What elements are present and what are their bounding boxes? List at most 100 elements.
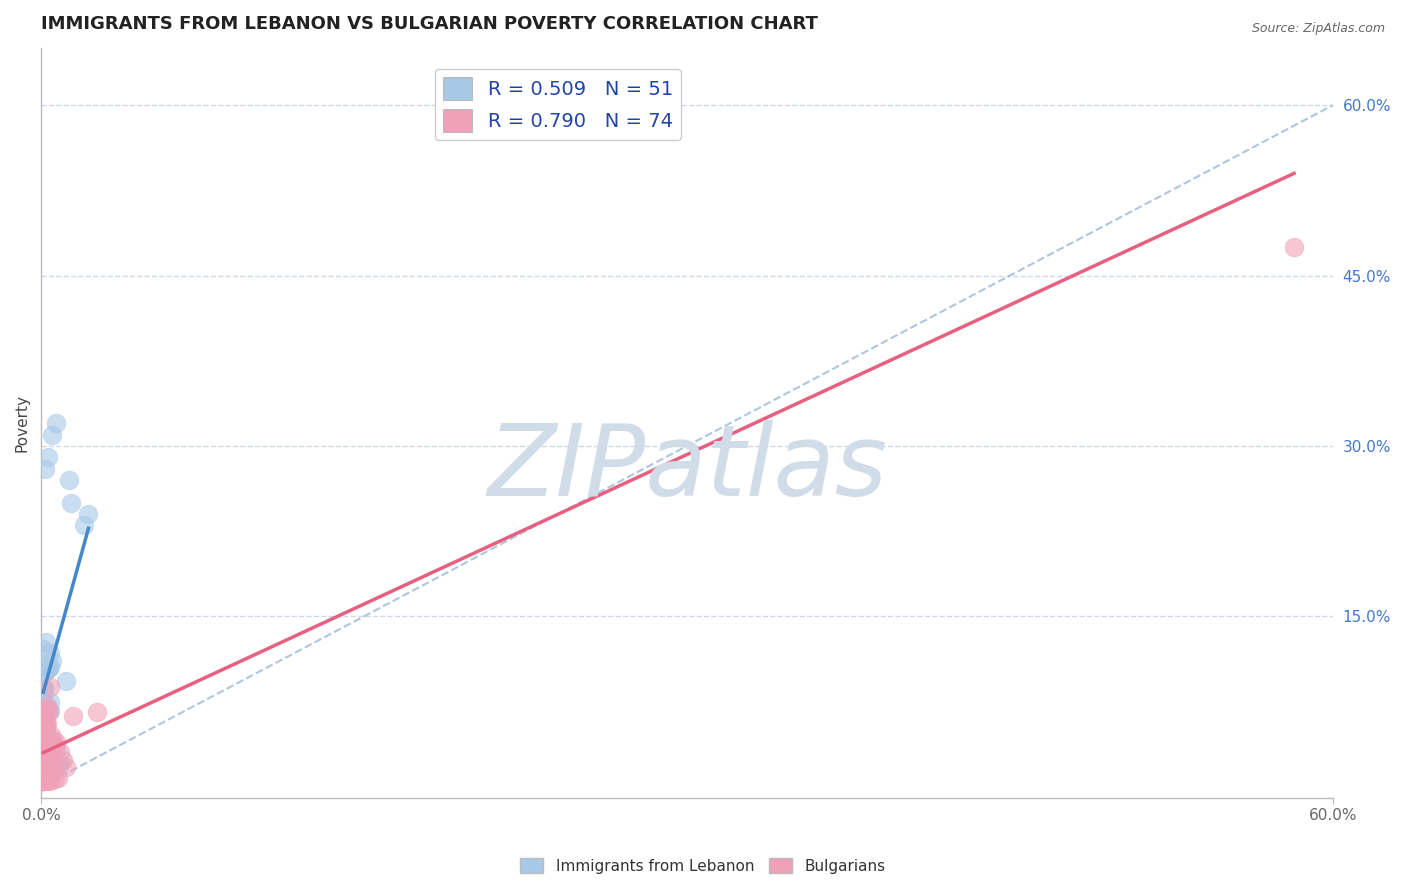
Point [32, 713, 55, 727]
Legend: R = 0.509   N = 51, R = 0.790   N = 74: R = 0.509 N = 51, R = 0.790 N = 74 [434, 70, 681, 140]
Point [32, 774, 55, 789]
Point [55, 760, 77, 774]
Point [77, 507, 100, 521]
Point [32, 748, 55, 763]
Point [39, 728, 62, 742]
Point [38, 702, 60, 716]
Point [73, 518, 96, 533]
Point [45, 756, 67, 771]
Point [32, 705, 55, 719]
Point [32, 742, 55, 756]
Point [35, 635, 58, 649]
Point [32, 756, 55, 771]
Point [32, 723, 55, 738]
Point [34, 660, 56, 674]
Point [32, 774, 55, 789]
Point [37, 755, 59, 769]
Point [32, 731, 55, 746]
Point [45, 416, 67, 430]
Point [34, 707, 56, 722]
Point [34, 767, 56, 781]
Point [42, 751, 65, 765]
Point [35, 738, 58, 752]
Point [41, 749, 63, 764]
Point [32, 752, 55, 766]
Point [32, 737, 55, 751]
Point [32, 749, 55, 764]
Point [32, 641, 55, 656]
Point [34, 665, 56, 680]
Point [32, 774, 55, 789]
Point [37, 450, 59, 465]
Point [86, 705, 108, 719]
Point [35, 756, 58, 770]
Point [32, 774, 55, 789]
Point [37, 774, 59, 789]
Point [37, 716, 59, 731]
Point [44, 742, 66, 756]
Point [49, 756, 72, 771]
Point [45, 734, 67, 748]
Point [32, 735, 55, 749]
Point [32, 715, 55, 730]
Point [32, 756, 55, 771]
Point [35, 761, 58, 775]
Point [32, 771, 55, 785]
Point [32, 698, 55, 712]
Point [32, 753, 55, 767]
Point [62, 708, 84, 723]
Point [34, 756, 56, 771]
Point [32, 756, 55, 771]
Point [35, 699, 58, 714]
Point [32, 774, 55, 789]
Point [35, 702, 58, 716]
Point [34, 738, 56, 752]
Text: ZIPatlas: ZIPatlas [486, 420, 887, 516]
Point [32, 760, 55, 774]
Point [32, 754, 55, 768]
Point [34, 682, 56, 697]
Point [34, 752, 56, 766]
Point [38, 706, 60, 720]
Point [34, 719, 56, 733]
Point [58, 473, 80, 487]
Point [37, 756, 59, 771]
Legend: Immigrants from Lebanon, Bulgarians: Immigrants from Lebanon, Bulgarians [515, 852, 891, 880]
Point [60, 496, 83, 510]
Point [39, 760, 62, 774]
Point [34, 461, 56, 475]
Point [1282, 240, 1305, 254]
Point [55, 674, 77, 689]
Point [39, 694, 62, 708]
Point [35, 756, 58, 770]
Point [32, 766, 55, 780]
Point [41, 427, 63, 442]
Point [32, 756, 55, 770]
Point [34, 750, 56, 764]
Point [35, 740, 58, 755]
Point [35, 724, 58, 739]
Point [32, 756, 55, 771]
Point [48, 771, 70, 785]
Point [34, 725, 56, 739]
Point [37, 743, 59, 757]
Point [32, 756, 55, 771]
Point [32, 681, 55, 696]
Point [44, 739, 66, 754]
Point [34, 771, 56, 785]
Point [35, 756, 58, 771]
Point [39, 756, 62, 771]
Point [39, 766, 62, 780]
Point [35, 715, 58, 730]
Point [34, 726, 56, 740]
Point [35, 756, 58, 771]
Point [32, 756, 55, 771]
Point [38, 774, 60, 789]
Point [32, 753, 55, 767]
Point [34, 723, 56, 737]
Point [41, 757, 63, 772]
Y-axis label: Poverty: Poverty [15, 394, 30, 452]
Point [32, 706, 55, 721]
Point [32, 766, 55, 780]
Text: Source: ZipAtlas.com: Source: ZipAtlas.com [1251, 22, 1385, 36]
